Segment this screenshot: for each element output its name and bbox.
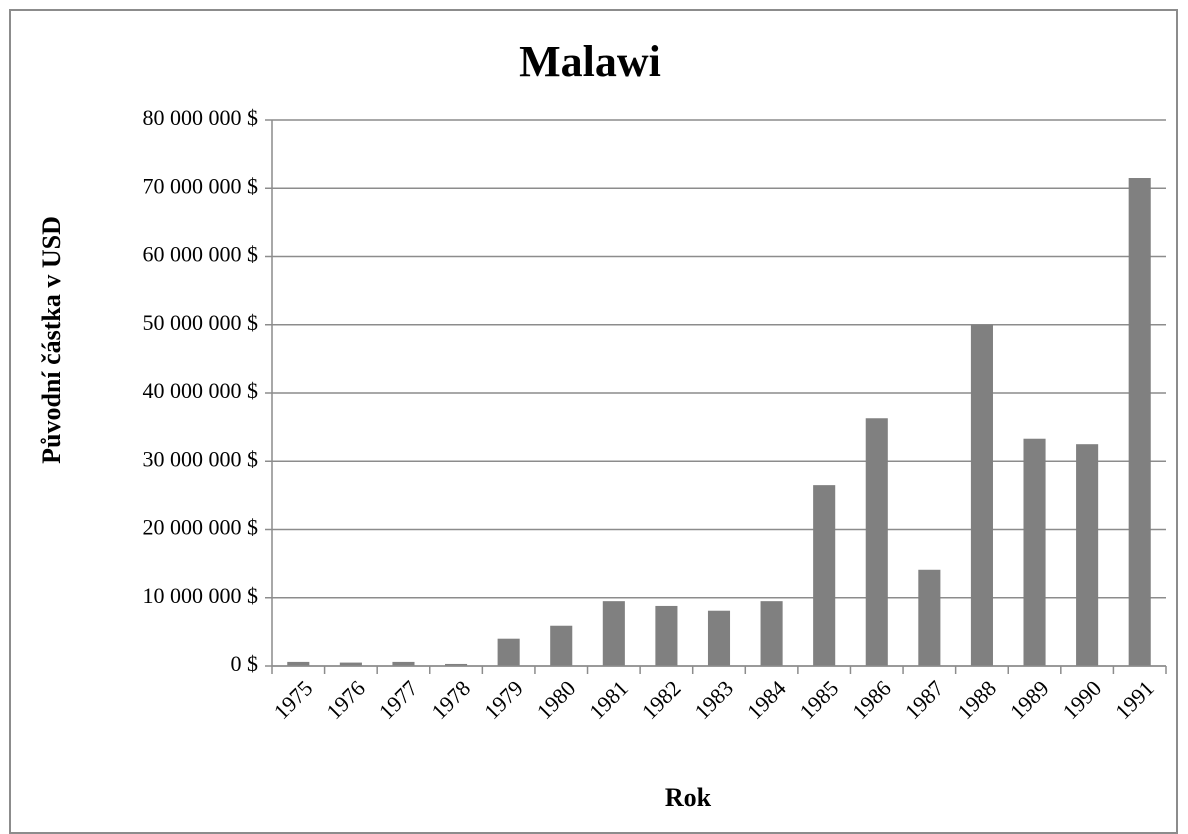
y-tick-label: 10 000 000 $ [143, 583, 259, 608]
bar [760, 601, 783, 666]
bar [1023, 438, 1046, 666]
bar [1128, 178, 1151, 666]
bar [1076, 444, 1099, 666]
y-tick-label: 20 000 000 $ [143, 515, 259, 540]
y-tick-label: 70 000 000 $ [143, 173, 259, 198]
bar [813, 485, 836, 666]
bar [445, 663, 468, 666]
y-tick-label: 40 000 000 $ [143, 378, 259, 403]
y-tick-label: 30 000 000 $ [143, 446, 259, 471]
chart-title: Malawi [519, 37, 661, 86]
y-tick-label: 50 000 000 $ [143, 310, 259, 335]
bar [865, 418, 888, 666]
y-tick-label: 0 $ [231, 651, 259, 676]
bar [287, 661, 310, 666]
bar [707, 610, 731, 666]
y-tick-label: 80 000 000 $ [143, 105, 259, 130]
bar [339, 662, 362, 666]
bar [550, 625, 573, 666]
y-axis-label: Původní částka v USD [37, 216, 66, 464]
y-tick-label: 60 000 000 $ [143, 242, 259, 267]
x-axis-label: Rok [665, 783, 712, 812]
bar [392, 661, 415, 666]
bar [655, 605, 678, 666]
bar [970, 324, 993, 666]
bar [602, 601, 625, 666]
bar [918, 569, 941, 666]
bar [497, 638, 520, 666]
